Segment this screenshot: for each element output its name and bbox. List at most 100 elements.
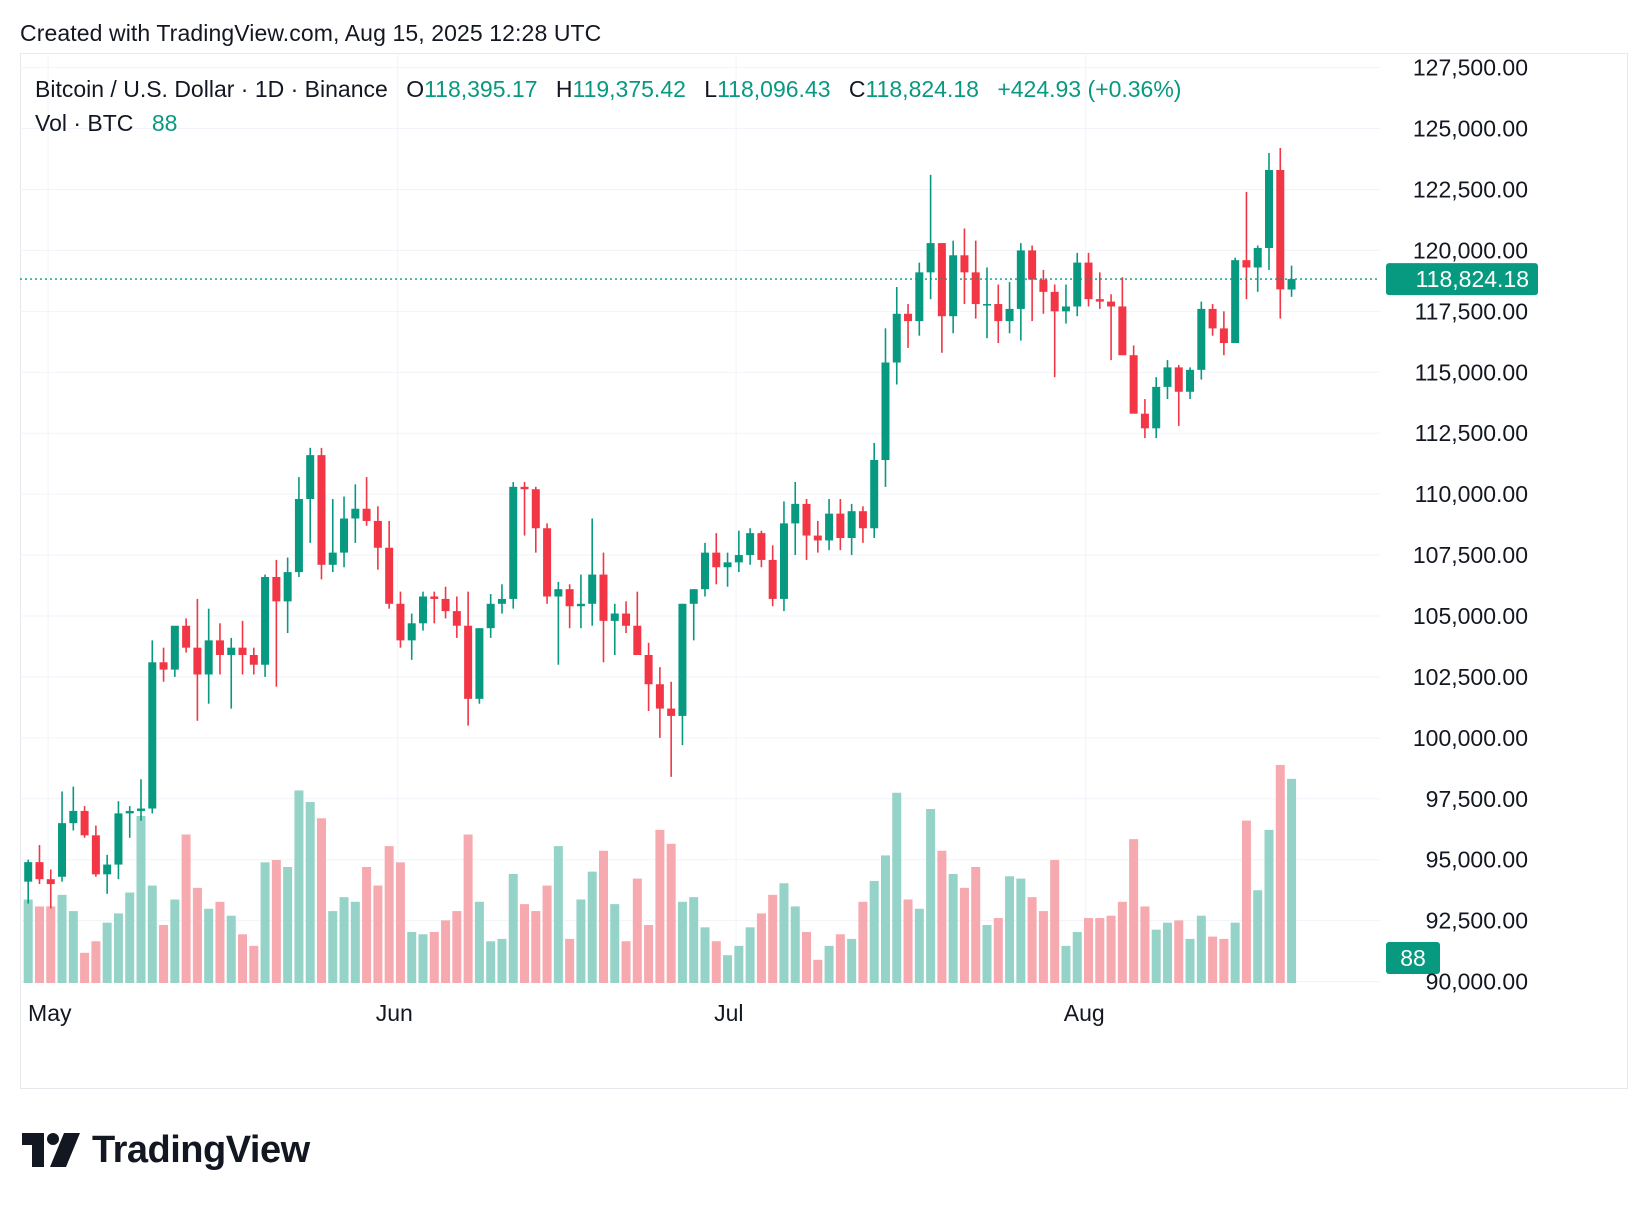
- volume-bar: [1275, 764, 1285, 983]
- volume-bar: [339, 897, 349, 983]
- volume-bar: [689, 897, 699, 983]
- candle-body: [588, 574, 597, 604]
- candle-body: [1129, 355, 1138, 414]
- volume-bar: [362, 867, 372, 983]
- candle-body: [509, 486, 518, 599]
- volume-bar: [576, 899, 586, 983]
- candle-body: [1242, 260, 1251, 268]
- volume-bar: [407, 931, 417, 983]
- candle-body: [362, 508, 371, 521]
- candle-body: [576, 603, 585, 607]
- volume-bar: [283, 867, 293, 983]
- candle-body: [1253, 247, 1262, 268]
- tradingview-wordmark: TradingView: [92, 1128, 310, 1171]
- high-value: 119,375.42: [572, 76, 686, 102]
- volume-bar: [756, 913, 766, 983]
- volume-bar: [57, 894, 67, 983]
- tradingview-logo-icon: [22, 1133, 80, 1167]
- tradingview-brand[interactable]: TradingView: [22, 1128, 310, 1172]
- volume-bar: [1185, 938, 1195, 983]
- candle-body: [1174, 367, 1183, 392]
- volume-bar: [621, 941, 631, 983]
- candle-body: [283, 572, 292, 602]
- volume-bar: [23, 899, 33, 983]
- volume-bar: [666, 843, 676, 983]
- volume-bar: [598, 850, 608, 983]
- candle-body: [1107, 301, 1116, 307]
- volume-bar: [441, 920, 451, 983]
- grid-lines: [20, 53, 1380, 984]
- candle-body: [779, 523, 788, 599]
- volume-bar: [790, 906, 800, 983]
- candle-body: [644, 654, 653, 685]
- low-label: L: [704, 76, 718, 102]
- candle-body: [1084, 262, 1093, 300]
- volume-bar: [46, 906, 56, 983]
- candle-body: [757, 533, 766, 560]
- volume-bar: [238, 934, 248, 983]
- candle-body: [1050, 291, 1059, 312]
- candle-body: [813, 535, 822, 541]
- volume-bar: [802, 931, 812, 983]
- volume-bar: [486, 941, 496, 983]
- volume-bar: [813, 959, 823, 983]
- candle-body: [825, 513, 834, 541]
- volume-bar: [587, 871, 597, 983]
- candle-body: [1028, 250, 1037, 280]
- candle-body: [1005, 308, 1014, 322]
- volume-bar: [914, 908, 924, 983]
- volume-bar: [632, 878, 642, 983]
- candle-body: [69, 810, 78, 824]
- volume-bar: [1050, 860, 1060, 983]
- candle-body: [949, 255, 958, 317]
- volume-bar: [452, 911, 462, 983]
- price-tick-label: 100,000.00: [1413, 725, 1528, 751]
- price-tick-label: 92,500.00: [1426, 908, 1528, 934]
- price-tick-label: 95,000.00: [1426, 847, 1528, 873]
- volume-bar: [903, 899, 913, 983]
- candle-body: [58, 823, 67, 877]
- volume-bar: [271, 860, 281, 983]
- price-tick-label: 125,000.00: [1413, 116, 1528, 142]
- candle-body: [1276, 169, 1285, 290]
- volume-bar: [34, 906, 44, 983]
- price-tick-label: 112,500.00: [1415, 420, 1528, 446]
- symbol-name: Bitcoin / U.S. Dollar · 1D · Binance: [35, 76, 388, 102]
- last-price-label: 118,824.18: [1416, 266, 1529, 292]
- candle-body: [858, 511, 867, 529]
- candle-body: [351, 508, 360, 519]
- volume-bar: [835, 934, 845, 983]
- volume-bar: [677, 901, 687, 983]
- candle-body: [261, 576, 270, 665]
- volume-bar: [1084, 918, 1094, 983]
- candle-body: [836, 513, 845, 538]
- candle-body: [1073, 262, 1082, 307]
- last-volume-badge: [1386, 942, 1440, 974]
- volume-bar: [1106, 915, 1116, 983]
- last-price-badge: [1386, 263, 1538, 296]
- candle-body: [520, 486, 529, 490]
- candle-body: [249, 654, 258, 665]
- price-tick-label: 110,000.00: [1415, 481, 1528, 507]
- volume-bar: [565, 938, 575, 983]
- close-value: 118,824.18: [865, 76, 979, 102]
- volume-bar: [880, 855, 890, 983]
- candle-body: [610, 613, 619, 621]
- price-tick-label: 97,500.00: [1426, 786, 1528, 812]
- candle-body: [655, 684, 664, 709]
- time-tick-label: Aug: [1064, 1000, 1105, 1026]
- candle-body: [1039, 279, 1048, 292]
- candle-body: [317, 455, 326, 565]
- volume-bar: [1151, 929, 1161, 983]
- change-value: +424.93 (+0.36%): [997, 76, 1182, 102]
- volume-bar: [136, 815, 146, 983]
- volume-bar: [384, 846, 394, 983]
- candle-body: [497, 598, 506, 604]
- candle-body: [667, 708, 676, 716]
- volume-bar: [316, 818, 326, 983]
- candle-body: [1061, 306, 1070, 312]
- chart-frame: [20, 53, 1628, 1089]
- volume-bar: [982, 925, 992, 983]
- candle-body: [1095, 299, 1104, 302]
